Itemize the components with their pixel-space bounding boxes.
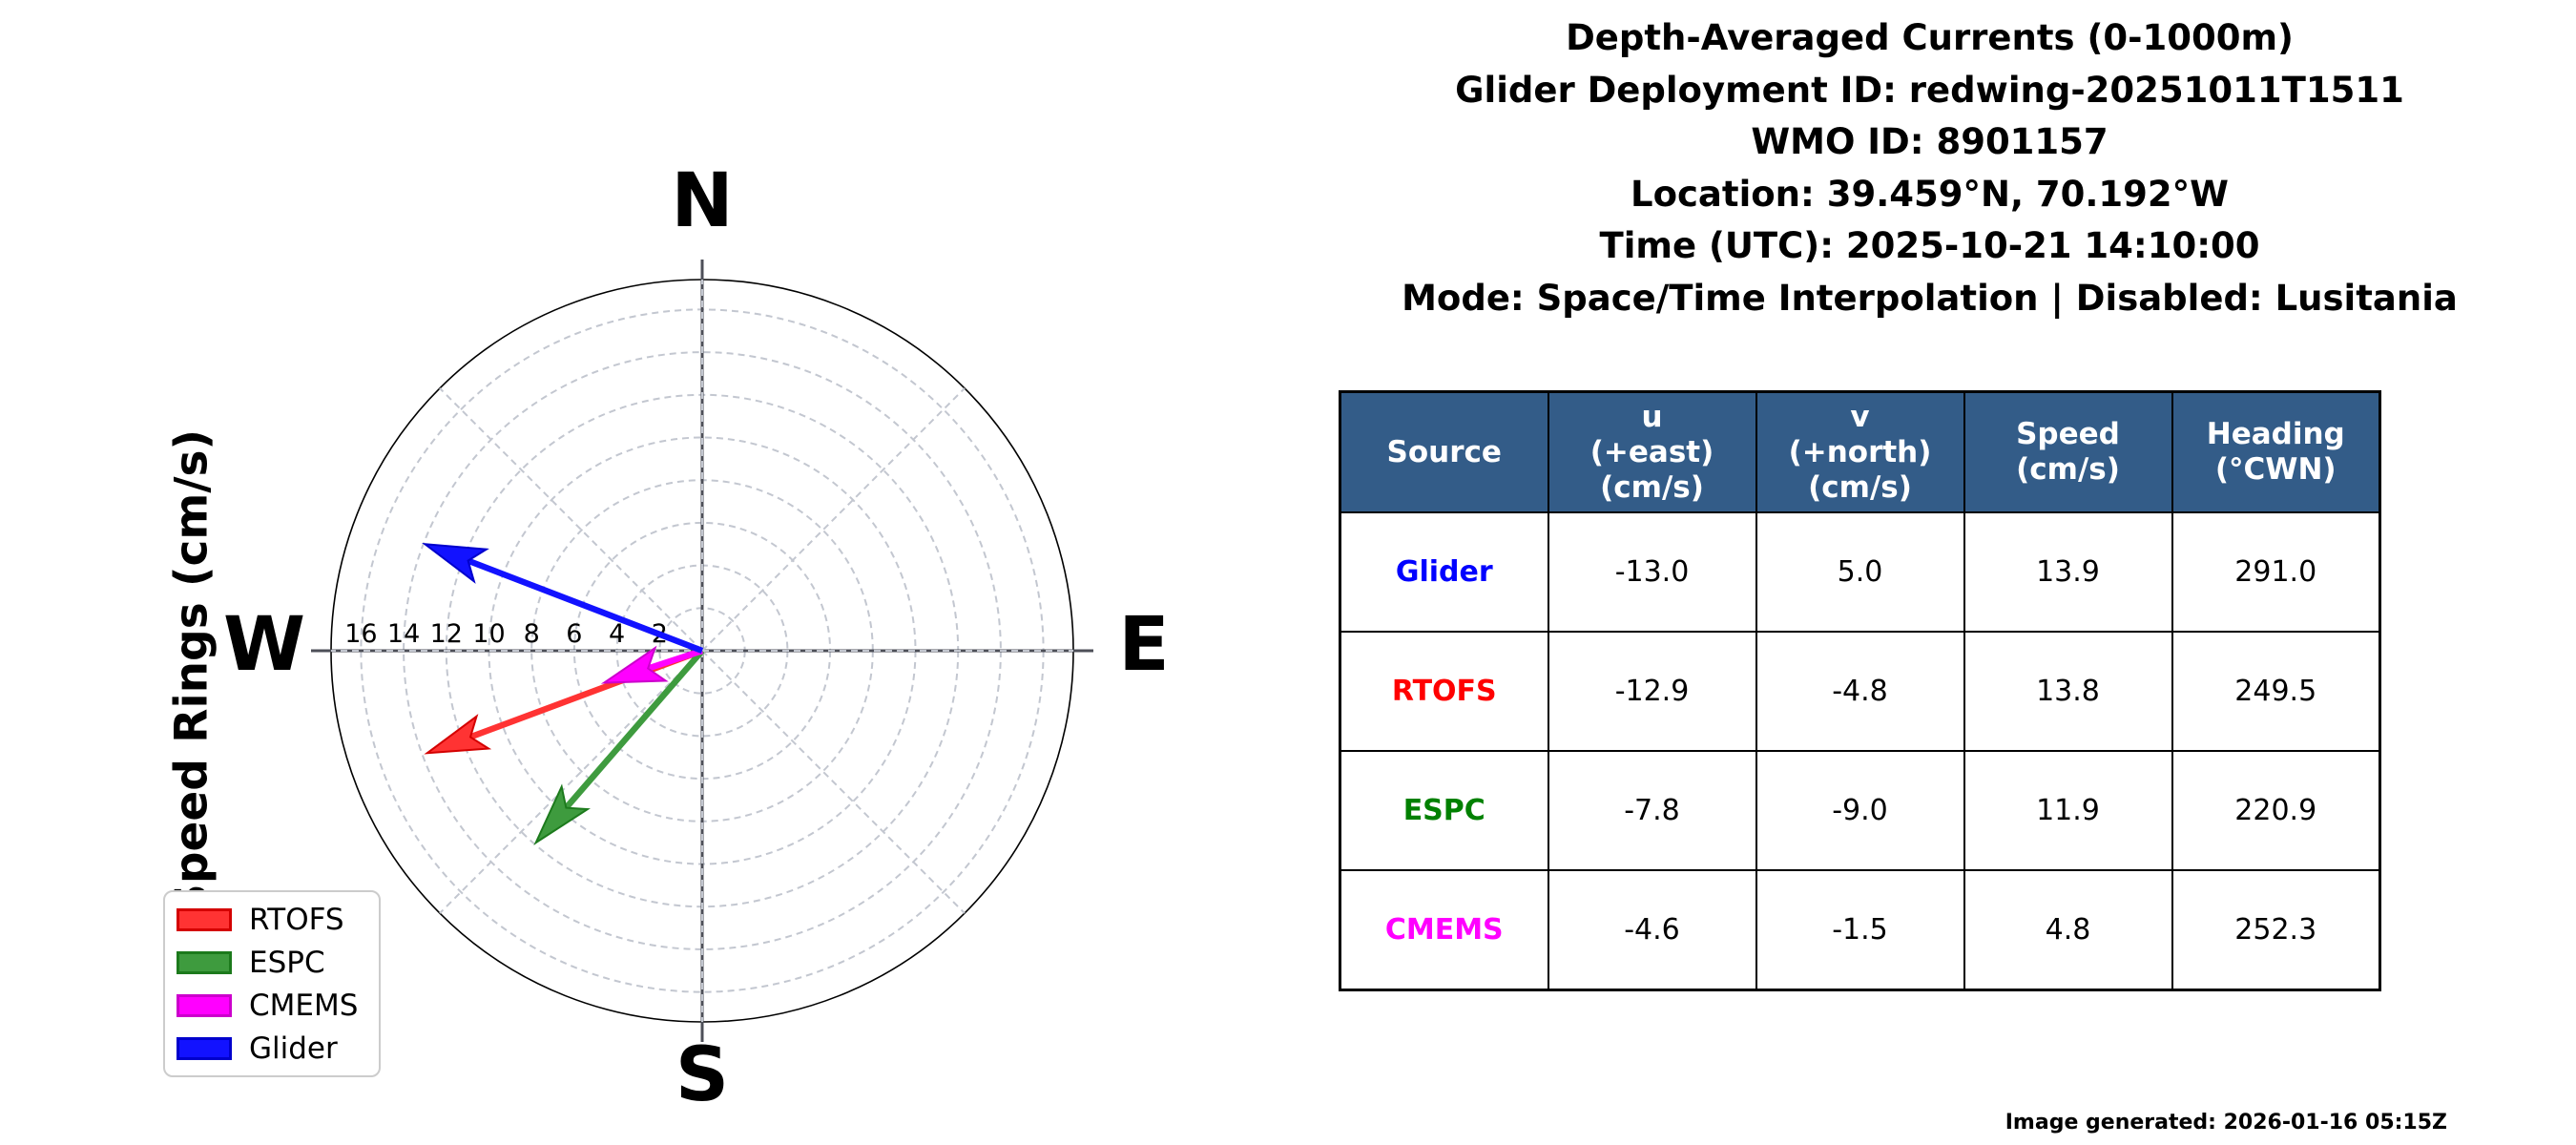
source-cell: Glider xyxy=(1339,511,1549,633)
legend-item: RTOFS xyxy=(177,903,367,937)
title-line-4: Location: 39.459°N, 70.192°W xyxy=(1631,173,2229,215)
title-line-1: Depth-Averaged Currents (0-1000m) xyxy=(1566,17,2294,58)
source-cell: ESPC xyxy=(1339,750,1549,871)
legend-item: Glider xyxy=(177,1031,367,1066)
title-line-3: WMO ID: 8901157 xyxy=(1751,121,2109,162)
title-block: Depth-Averaged Currents (0-1000m) Glider… xyxy=(1283,12,2576,324)
ring-label: 16 xyxy=(344,619,377,649)
vector-shaft-cmems xyxy=(647,647,704,672)
legend-swatch xyxy=(177,950,232,974)
ring-label: 8 xyxy=(524,619,540,649)
vector-head-espc xyxy=(533,783,591,845)
value-cell: -4.8 xyxy=(1755,631,1965,752)
compass-plot-svg: 161412108642 xyxy=(311,260,1093,1042)
vector-shaft-glider xyxy=(467,557,704,655)
table-row: Glider -13.0 5.0 13.9 291.0 xyxy=(1339,511,2381,633)
column-header: Speed (cm/s) xyxy=(1963,390,2173,513)
column-header: v (+north) (cm/s) xyxy=(1755,390,1965,513)
currents-table: Source u (+east) (cm/s) v (+north) (cm/s) S… xyxy=(1339,390,2381,991)
value-cell: 249.5 xyxy=(2171,631,2381,752)
column-header: Heading (°CWN) xyxy=(2171,390,2381,513)
value-cell: 252.3 xyxy=(2171,869,2381,991)
value-cell: 4.8 xyxy=(1963,869,2173,991)
source-cell: CMEMS xyxy=(1339,869,1549,991)
legend-swatch xyxy=(177,1036,232,1060)
value-cell: 220.9 xyxy=(2171,750,2381,871)
legend-label: Glider xyxy=(249,1030,338,1066)
source-cell: RTOFS xyxy=(1339,631,1549,752)
vector-head-cmems xyxy=(600,645,669,684)
vector-head-glider xyxy=(422,542,489,584)
table-row: CMEMS -4.6 -1.5 4.8 252.3 xyxy=(1339,869,2381,991)
value-cell: -1.5 xyxy=(1755,869,1965,991)
ring-label: 14 xyxy=(387,619,420,649)
column-header: Source xyxy=(1339,390,1549,513)
ring-label: 4 xyxy=(609,619,625,649)
compass-label-north: N xyxy=(671,158,734,244)
legend-swatch xyxy=(177,993,232,1017)
spoke xyxy=(439,387,703,652)
speed-rings-axis-label: Speed Rings (cm/s) xyxy=(165,429,218,916)
spoke xyxy=(439,650,703,914)
generated-timestamp: Image generated: 2026-01-16 05:15Z xyxy=(2005,1111,2447,1135)
value-cell: -12.9 xyxy=(1547,631,1757,752)
spoke xyxy=(701,387,966,652)
legend-swatch xyxy=(177,907,232,931)
legend-item: CMEMS xyxy=(177,989,367,1023)
column-header: u (+east) (cm/s) xyxy=(1547,390,1757,513)
ring-label: 12 xyxy=(430,619,463,649)
table-row: RTOFS -12.9 -4.8 13.8 249.5 xyxy=(1339,631,2381,752)
compass-label-east: E xyxy=(1118,602,1170,688)
vector-shaft-espc xyxy=(563,648,705,810)
value-cell: 13.9 xyxy=(1963,511,2173,633)
legend: RTOFS ESPC CMEMS Glider xyxy=(163,890,381,1077)
table-row: ESPC -7.8 -9.0 11.9 220.9 xyxy=(1339,750,2381,871)
spoke xyxy=(701,650,966,914)
title-line-2: Glider Deployment ID: redwing-20251011T1… xyxy=(1455,69,2404,111)
value-cell: -13.0 xyxy=(1547,511,1757,633)
legend-label: RTOFS xyxy=(249,902,344,937)
title-line-6: Mode: Space/Time Interpolation | Disable… xyxy=(1402,277,2458,319)
vector-head-rtofs xyxy=(424,714,492,755)
table-head-row: Source u (+east) (cm/s) v (+north) (cm/s) S… xyxy=(1339,390,2381,513)
title-line-5: Time (UTC): 2025-10-21 14:10:00 xyxy=(1599,225,2260,266)
value-cell: 11.9 xyxy=(1963,750,2173,871)
ring-label: 6 xyxy=(566,619,582,649)
legend-label: CMEMS xyxy=(249,988,359,1023)
value-cell: -4.6 xyxy=(1547,869,1757,991)
legend-label: ESPC xyxy=(249,945,325,980)
legend-item: ESPC xyxy=(177,946,367,980)
value-cell: 5.0 xyxy=(1755,511,1965,633)
compass-label-south: S xyxy=(675,1032,730,1118)
value-cell: -7.8 xyxy=(1547,750,1757,871)
value-cell: 13.8 xyxy=(1963,631,2173,752)
value-cell: 291.0 xyxy=(2171,511,2381,633)
ring-label: 10 xyxy=(472,619,505,649)
compass-label-west: W xyxy=(222,602,306,688)
value-cell: -9.0 xyxy=(1755,750,1965,871)
table-body: Glider -13.0 5.0 13.9 291.0 RTOFS -12.9 -4.8 13.… xyxy=(1339,511,2381,991)
